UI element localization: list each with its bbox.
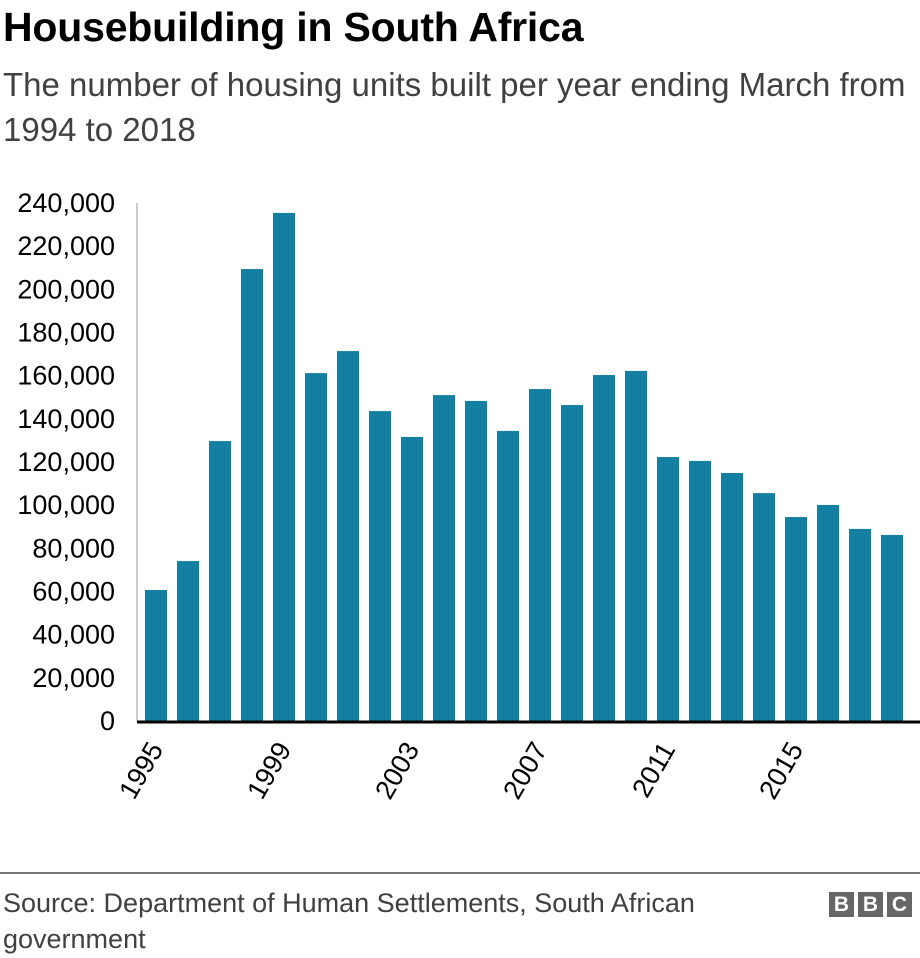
bar-2008 xyxy=(561,405,583,721)
y-axis-ticks: 0 20,000 40,000 60,000 80,000 100,000 120,000 1… xyxy=(17,188,115,736)
x-tick-label: 2015 xyxy=(753,737,809,804)
bars xyxy=(145,212,903,721)
bar-2013 xyxy=(721,473,743,721)
x-axis-ticks: 1995 1999 2003 2007 2011 2015 xyxy=(113,737,809,804)
bar-2016 xyxy=(817,504,839,721)
bar-2011 xyxy=(657,457,679,721)
y-tick-label: 80,000 xyxy=(32,533,115,563)
y-tick-label: 100,000 xyxy=(17,490,115,520)
x-tick-label: 1995 xyxy=(113,737,169,804)
bar-2012 xyxy=(689,460,711,721)
bar-2010 xyxy=(625,370,647,721)
bar-1998 xyxy=(241,269,263,721)
bar-2014 xyxy=(753,493,775,721)
bar-2004 xyxy=(433,395,455,721)
x-tick-label: 2003 xyxy=(369,737,425,804)
y-tick-label: 0 xyxy=(100,706,115,736)
y-tick-label: 60,000 xyxy=(32,577,115,607)
x-tick-label: 2007 xyxy=(497,737,553,804)
bar-2003 xyxy=(401,436,423,721)
bar-1999 xyxy=(273,212,295,721)
bar-2002 xyxy=(369,411,391,721)
bar-2006 xyxy=(497,430,519,721)
bar-2005 xyxy=(465,400,487,721)
bbc-logo-letter: C xyxy=(887,892,912,917)
y-tick-label: 240,000 xyxy=(17,188,115,218)
footer-divider xyxy=(0,872,920,874)
y-tick-label: 40,000 xyxy=(32,620,115,650)
source-note: Source: Department of Human Settlements,… xyxy=(3,888,695,954)
y-tick-label: 220,000 xyxy=(17,231,115,261)
y-tick-label: 120,000 xyxy=(17,447,115,477)
x-tick-label: 2011 xyxy=(626,737,681,802)
bar-2000 xyxy=(305,373,327,721)
bar-2001 xyxy=(337,351,359,721)
bbc-logo-letter: B xyxy=(858,892,883,917)
bar-1997 xyxy=(209,441,231,721)
bar-2009 xyxy=(593,375,615,721)
y-tick-label: 200,000 xyxy=(17,274,115,304)
y-tick-label: 140,000 xyxy=(17,404,115,434)
bar-2015 xyxy=(785,517,807,721)
bar-1995 xyxy=(145,589,167,721)
x-tick-label: 1999 xyxy=(241,737,297,804)
bar-2018 xyxy=(881,534,903,721)
y-tick-label: 180,000 xyxy=(17,318,115,348)
bbc-logo-letter: B xyxy=(829,892,854,917)
bar-2017 xyxy=(849,528,871,721)
chart-subtitle: The number of housing units built per ye… xyxy=(3,66,906,148)
chart-title: Housebuilding in South Africa xyxy=(3,4,584,50)
bar-1996 xyxy=(177,561,199,721)
bar-2007 xyxy=(529,389,551,721)
y-tick-label: 160,000 xyxy=(17,361,115,391)
y-tick-label: 20,000 xyxy=(32,663,115,693)
bbc-logo: B B C xyxy=(829,892,912,917)
bar-chart: 0 20,000 40,000 60,000 80,000 100,000 120,000 1… xyxy=(17,188,920,804)
